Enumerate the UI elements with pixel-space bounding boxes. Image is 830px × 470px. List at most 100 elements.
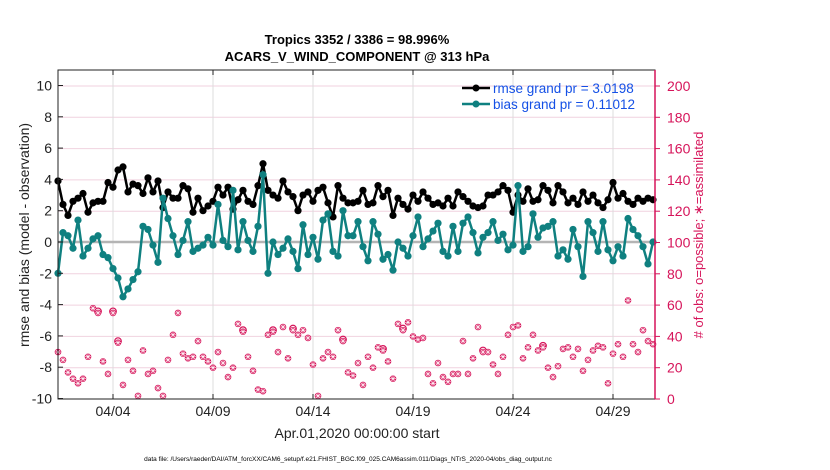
obs-asterisk-stroke: [240, 329, 246, 335]
y-tick-label: -4: [40, 297, 53, 313]
obs-asterisk-stroke: [530, 332, 536, 338]
bias-point: [204, 233, 212, 241]
bias-point: [309, 233, 317, 241]
x-tick-label: 04/14: [295, 403, 330, 419]
obs-asterisk-stroke: [300, 327, 306, 333]
obs-assimilated-point: [194, 337, 202, 345]
obs-assimilated-point: [164, 356, 172, 364]
obs-assimilated-point: [84, 353, 92, 361]
rmse-point: [399, 200, 407, 209]
rmse-point: [74, 194, 82, 202]
obs-assimilated-point: [519, 355, 527, 362]
obs-assimilated-point: [614, 340, 622, 348]
bias-point: [404, 252, 412, 260]
obs-assimilated-point: [489, 361, 497, 368]
y-tick-label: 2: [44, 203, 52, 219]
bias-point: [349, 232, 357, 240]
rmse-marker: [174, 194, 182, 202]
rmse-marker: [154, 177, 162, 185]
rmse-marker: [309, 197, 317, 205]
rmse-point: [519, 197, 527, 205]
bias-point: [124, 285, 132, 293]
obs-assimilated-point: [59, 356, 67, 364]
obs-asterisk-stroke: [495, 371, 501, 377]
rmse-marker: [499, 182, 507, 190]
x-tick-label: 04/09: [195, 403, 230, 419]
obs-asterisk-stroke: [140, 348, 146, 353]
rmse-point: [334, 182, 342, 190]
rmse-marker: [254, 182, 262, 190]
bias-point: [184, 218, 192, 226]
bias-point: [454, 247, 462, 255]
obs-assimilated-point: [184, 355, 192, 362]
rmse-point: [274, 194, 282, 202]
rmse-point: [554, 182, 562, 190]
y2-tick-label: 20: [667, 360, 683, 376]
obs-asterisk-stroke: [70, 376, 76, 381]
obs-asterisk-stroke: [440, 374, 446, 380]
bias-point: [164, 214, 172, 223]
obs-asterisk-stroke: [340, 338, 346, 344]
obs-assimilated-point: [534, 347, 542, 354]
bias-point: [209, 241, 217, 249]
bias-point: [354, 218, 362, 226]
bias-point: [569, 225, 577, 234]
obs-asterisk-stroke: [170, 332, 176, 338]
obs-assimilated-point: [279, 323, 287, 331]
bias-point: [394, 238, 402, 246]
obs-assimilated-point: [634, 348, 642, 356]
rmse-marker: [249, 200, 257, 209]
obs-assimilated-point: [274, 348, 282, 356]
obs-assimilated-point: [319, 355, 327, 362]
bias-point: [69, 244, 77, 252]
obs-asterisk-stroke: [415, 337, 421, 342]
obs-assimilated-point: [484, 348, 492, 356]
obs-asterisk-stroke: [95, 310, 101, 316]
rmse-point: [359, 186, 367, 194]
obs-asterisk-stroke: [460, 338, 466, 344]
rmse-point: [534, 196, 542, 204]
rmse-marker: [564, 199, 572, 207]
obs-asterisk-stroke: [615, 341, 621, 347]
rmse-marker: [534, 196, 542, 204]
rmse-point: [574, 200, 582, 209]
rmse-marker: [354, 197, 362, 205]
obs-assimilated-point: [129, 367, 137, 375]
rmse-marker: [279, 177, 287, 185]
bias-point: [154, 258, 162, 266]
obs-asterisk-stroke: [565, 345, 571, 350]
bias-point: [544, 222, 552, 230]
rmse-marker: [524, 185, 532, 193]
obs-asterisk-stroke: [485, 349, 491, 355]
tick-layer: 0 20 40 60 80 100 120 140 160 180 200 -10 -8 -6 -4 -2 0 2…: [32, 70, 691, 419]
obs-asterisk-stroke: [470, 355, 476, 361]
obs-assimilated-point: [499, 353, 507, 361]
rmse-marker: [404, 205, 412, 213]
rmse-marker: [199, 207, 207, 215]
obs-assimilated-point: [434, 359, 442, 367]
rmse-point: [404, 205, 412, 213]
obs-assimilated-point: [314, 392, 322, 400]
obs-assimilated-point: [559, 345, 567, 353]
obs-asterisk-stroke: [600, 345, 606, 350]
rmse-point: [494, 188, 502, 196]
obs-asterisk-stroke: [155, 385, 161, 391]
rmse-marker: [124, 188, 132, 196]
bias-point: [609, 257, 617, 265]
obs-asterisk-stroke: [445, 379, 451, 385]
obs-assimilated-point: [114, 339, 122, 346]
bias-point: [479, 233, 487, 241]
obs-assimilated-point: [344, 369, 352, 376]
rmse-marker: [424, 194, 432, 202]
rmse-marker: [629, 200, 637, 209]
obs-asterisk-stroke: [135, 393, 141, 399]
rmse-marker: [414, 197, 422, 205]
rmse-marker: [464, 197, 472, 205]
y2-tick-label: 160: [667, 141, 691, 157]
rmse-point: [59, 200, 67, 209]
obs-asterisk-stroke: [235, 321, 241, 327]
obs-asterisk-stroke: [500, 354, 506, 360]
obs-asterisk-stroke: [265, 332, 271, 338]
obs-assimilated-point: [89, 304, 97, 312]
obs-assimilated-point: [254, 386, 262, 393]
